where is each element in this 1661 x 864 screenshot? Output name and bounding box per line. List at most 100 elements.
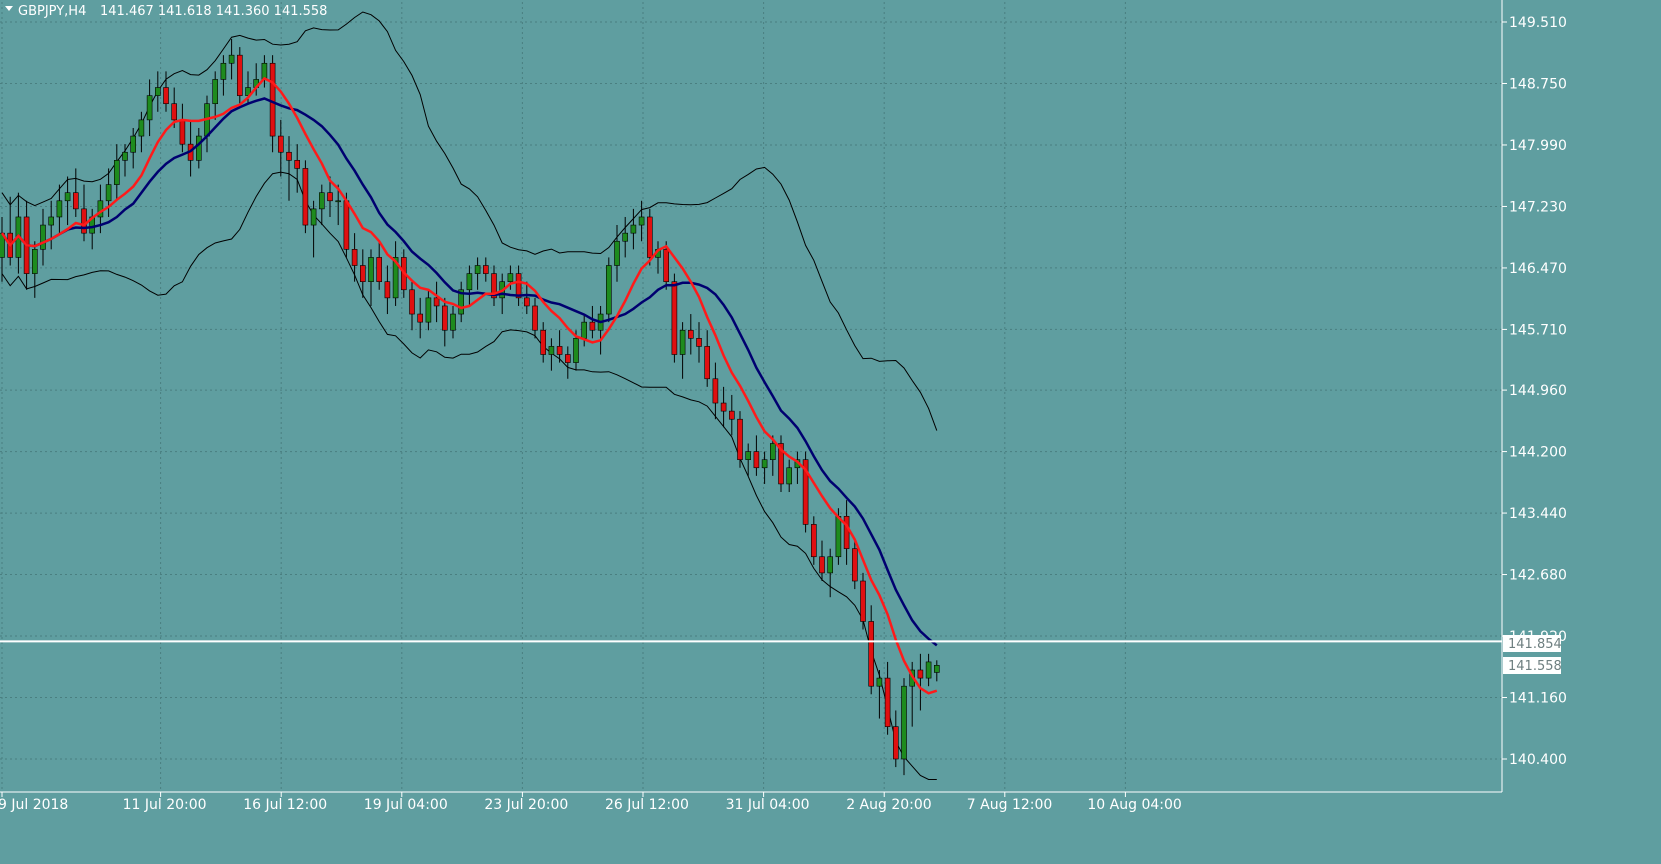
bull-candle-body [425,297,432,323]
current-price-tag: 141.558 [1503,657,1562,674]
time-tick-label: 16 Jul 12:00 [243,797,327,813]
bear-candle-body [409,289,415,315]
candle [64,176,71,226]
bear-candle-body [327,192,333,202]
bear-candle-body [737,418,743,460]
time-tick-label: 26 Jul 12:00 [605,797,689,813]
bear-candle-body [712,378,719,404]
candle [335,184,342,226]
candle [687,314,694,355]
candle [409,281,415,331]
candle [933,660,940,682]
candle [351,233,358,282]
candle [105,168,112,217]
candle [417,297,424,339]
candle [720,386,727,428]
bull-candle-body [31,249,38,274]
bear-candle-body [802,459,809,525]
candle [802,451,809,533]
bear-candle-body [917,669,924,679]
bear-candle-body [73,192,79,210]
candle [466,265,473,306]
candle [679,322,686,379]
price-tick-label: 144.200 [1509,445,1567,461]
bull-candle-body [507,273,514,282]
bear-candle-body [851,548,858,582]
bear-candle-body [556,346,563,355]
bull-candle-body [130,135,136,153]
bull-candle-body [335,200,342,203]
candle [917,653,924,711]
bear-candle-body [753,451,760,469]
candle [622,216,629,258]
candle [40,208,46,266]
bull-candle-body [630,224,637,234]
bear-candle-body [671,281,678,355]
time-tick-label: 31 Jul 04:00 [726,797,810,813]
bear-candle-body [523,297,530,307]
axes [0,0,1503,793]
candle [507,265,514,290]
price-tick-label: 149.510 [1509,15,1567,31]
price-tick-label: 143.440 [1509,506,1567,522]
bull-candle-body [40,224,46,250]
bull-candle-body [310,208,317,226]
bear-candle-body [163,87,169,105]
candle [646,208,653,266]
bull-candle-body [138,119,145,137]
bear-candle-body [441,305,448,331]
candle [892,710,899,768]
bull-candle-body [212,79,218,105]
candle [696,322,702,363]
time-tick-label: 2 Aug 20:00 [846,797,932,813]
bear-candle-body [532,305,538,331]
bull-candle-body [105,184,112,202]
candle [515,265,522,306]
candle [155,71,161,112]
bull-candle-body [228,54,235,64]
dropdown-triangle-icon[interactable] [5,6,13,11]
bull-candle-body [769,443,776,460]
candle [433,281,440,323]
bull-candle-body [64,192,71,202]
bear-candle-body [696,338,702,347]
candle [876,670,883,719]
bull-candle-body [474,265,481,274]
candle [302,160,309,234]
bull-candle-body [827,556,834,574]
bull-candle-body [786,467,793,485]
candle [737,411,743,468]
bear-candle-body [663,249,670,282]
candle [318,184,325,226]
moving-averages [0,76,938,695]
bear-candle-body [589,321,596,331]
bull-candle-body [761,459,768,469]
candle [843,500,850,565]
bear-candle-body [277,135,284,153]
candle [294,144,301,193]
bull-candle-body [220,62,227,80]
bear-candle-body [884,677,891,727]
candle [712,362,719,420]
candle [860,572,866,630]
grid [0,2,1502,792]
time-axis: 9 Jul 2018 11 Jul 20:00 16 Jul 12:00 19 Jul… [0,792,1182,813]
candle [425,289,432,331]
bear-candle-body [269,62,276,137]
candle [384,265,391,315]
candle [638,200,645,242]
candle [310,200,317,258]
bear-candle-body [778,443,784,485]
bull-candle-body [573,338,579,363]
price-tick-label: 146.470 [1509,261,1567,277]
bull-candle-body [458,289,465,315]
time-tick-label: 9 Jul 2018 [0,797,68,813]
bull-candle-body [146,95,153,121]
bull-candle-body [48,216,55,226]
current-price-label: 141.558 [1508,659,1562,674]
candle [368,249,374,306]
candle [327,176,333,217]
bull-candle-body [679,329,686,355]
